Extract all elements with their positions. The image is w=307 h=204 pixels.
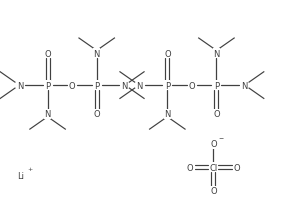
- Text: O: O: [69, 81, 76, 90]
- Text: O: O: [213, 110, 220, 119]
- Text: P: P: [45, 81, 50, 90]
- Text: O: O: [210, 186, 217, 195]
- Text: O: O: [234, 163, 240, 172]
- Text: O: O: [93, 110, 100, 119]
- Text: O: O: [188, 81, 195, 90]
- Text: N: N: [94, 50, 100, 59]
- Text: N: N: [45, 110, 51, 119]
- Text: N: N: [213, 50, 220, 59]
- Text: N: N: [137, 81, 143, 90]
- Text: N: N: [121, 81, 127, 90]
- Text: +: +: [27, 166, 32, 171]
- Text: −: −: [218, 135, 223, 140]
- Text: N: N: [17, 81, 23, 90]
- Text: N: N: [241, 81, 247, 90]
- Text: P: P: [214, 81, 219, 90]
- Text: N: N: [164, 110, 170, 119]
- Text: Li: Li: [17, 171, 24, 180]
- Text: Cl: Cl: [209, 163, 217, 172]
- Text: P: P: [94, 81, 99, 90]
- Text: P: P: [165, 81, 170, 90]
- Text: O: O: [44, 50, 51, 59]
- Text: O: O: [186, 163, 193, 172]
- Text: O: O: [164, 50, 171, 59]
- Text: O: O: [210, 139, 217, 148]
